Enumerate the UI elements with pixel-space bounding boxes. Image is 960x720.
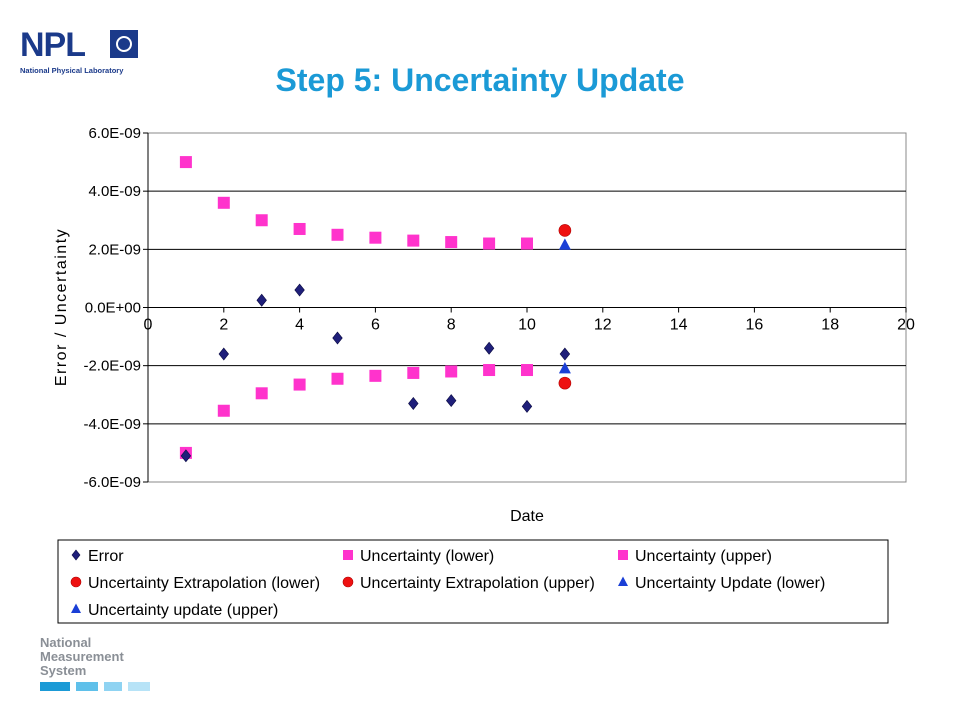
- slide-title: Step 5: Uncertainty Update: [275, 62, 685, 98]
- data-point: [407, 234, 420, 247]
- data-point: [256, 293, 267, 307]
- y-tick-label: 4.0E-09: [88, 183, 141, 200]
- x-tick-label: 6: [371, 317, 380, 334]
- legend-label: Uncertainty Extrapolation (upper): [360, 575, 595, 592]
- data-point: [483, 364, 496, 377]
- y-tick-label: 0.0E+00: [85, 300, 141, 317]
- data-point: [558, 224, 572, 237]
- y-tick-label: -6.0E-09: [83, 474, 141, 491]
- x-axis-label: Date: [510, 508, 544, 525]
- data-point: [217, 196, 230, 209]
- nms-logo: National Measurement System: [40, 636, 150, 691]
- nms-line-1: National: [40, 635, 92, 650]
- data-point: [217, 404, 230, 417]
- data-point: [446, 394, 457, 408]
- logo-text: NPL: [20, 26, 86, 64]
- data-point: [331, 372, 344, 385]
- data-point: [521, 399, 533, 413]
- data-point: [521, 237, 533, 250]
- nms-line-2: Measurement: [40, 649, 124, 664]
- data-point: [369, 231, 382, 244]
- nms-color-bar: [40, 682, 150, 691]
- data-point: [408, 396, 419, 410]
- x-tick-label: 14: [670, 317, 688, 334]
- data-point: [483, 341, 495, 355]
- legend-marker: [71, 549, 81, 561]
- npl-logo: NPL National Physical Laboratory: [20, 28, 140, 76]
- data-point: [483, 237, 496, 250]
- data-point: [255, 387, 268, 400]
- x-tick-label: 0: [144, 317, 153, 334]
- data-point: [293, 378, 306, 391]
- x-tick-label: 8: [447, 317, 456, 334]
- legend-marker: [618, 550, 628, 560]
- legend-marker: [71, 603, 81, 613]
- data-point: [179, 156, 192, 169]
- nms-line-3: System: [40, 663, 87, 678]
- logo-subtitle: National Physical Laboratory: [20, 66, 124, 75]
- data-point: [294, 283, 305, 297]
- legend-label: Uncertainty (lower): [360, 548, 494, 565]
- legend: [57, 539, 889, 624]
- legend-label: Uncertainty Update (lower): [635, 575, 825, 592]
- data-point: [445, 365, 458, 378]
- data-point: [255, 214, 268, 227]
- crest-icon: [110, 30, 138, 58]
- x-tick-label: 16: [746, 317, 764, 334]
- data-point: [332, 331, 343, 345]
- x-tick-label: 20: [897, 317, 915, 334]
- y-axis-label: Error / Uncertainty: [53, 228, 70, 386]
- x-tick-label: 12: [594, 317, 612, 334]
- legend-label: Uncertainty Extrapolation (lower): [88, 575, 320, 592]
- legend-marker: [342, 576, 354, 588]
- data-point: [558, 238, 571, 250]
- data-point: [293, 222, 306, 235]
- data-point: [521, 364, 533, 377]
- data-point: [369, 369, 382, 382]
- data-point: [558, 376, 572, 390]
- data-point: [407, 366, 420, 379]
- data-point: [180, 449, 192, 463]
- x-tick-label: 4: [295, 317, 304, 334]
- legend-marker: [343, 550, 353, 560]
- x-tick-label: 18: [821, 317, 839, 334]
- data-point: [559, 347, 571, 361]
- y-tick-label: 2.0E-09: [88, 241, 141, 258]
- legend-label: Uncertainty update (upper): [88, 602, 278, 619]
- x-tick-label: 2: [219, 317, 228, 334]
- data-point: [445, 236, 458, 249]
- data-point: [331, 228, 344, 241]
- y-tick-label: 6.0E-09: [88, 125, 141, 142]
- legend-marker: [70, 576, 82, 588]
- data-point: [558, 361, 571, 374]
- legend-marker: [618, 576, 628, 586]
- y-tick-label: -2.0E-09: [83, 358, 141, 375]
- data-point: [218, 347, 229, 361]
- legend-label: Error: [88, 548, 124, 565]
- x-tick-label: 10: [518, 317, 536, 334]
- y-tick-label: -4.0E-09: [83, 416, 141, 433]
- legend-label: Uncertainty (upper): [635, 548, 772, 565]
